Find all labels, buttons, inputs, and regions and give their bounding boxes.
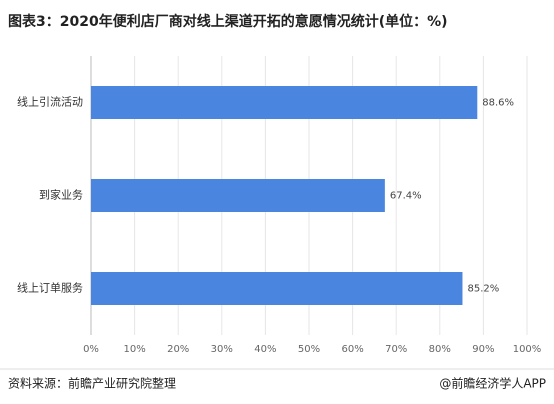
x-tick-label: 10% (123, 344, 145, 355)
bar (91, 272, 463, 305)
x-tick-label: 70% (385, 344, 407, 355)
x-tick-label: 40% (254, 344, 276, 355)
bar (91, 86, 478, 119)
x-tick-label: 90% (472, 344, 494, 355)
bar (91, 179, 385, 212)
value-label: 85.2% (467, 284, 499, 295)
source: 资料来源：前瞻产业研究院整理 (8, 376, 176, 391)
y-tick-label: 线上订单服务 (17, 281, 83, 295)
credit: @前瞻经济学人APP (439, 376, 546, 391)
x-tick-label: 0% (83, 344, 99, 355)
x-tick-label: 100% (513, 344, 542, 355)
value-label: 88.6% (482, 98, 514, 109)
y-tick-label: 到家业务 (39, 188, 83, 202)
y-tick-label: 线上引流活动 (17, 95, 83, 109)
x-tick-label: 20% (167, 344, 189, 355)
value-label: 67.4% (390, 191, 422, 202)
x-tick-label: 30% (211, 344, 233, 355)
x-tick-label: 80% (429, 344, 451, 355)
x-tick-label: 50% (298, 344, 320, 355)
x-tick-label: 60% (341, 344, 363, 355)
chart-title: 图表3：2020年便利店厂商对线上渠道开拓的意愿情况统计(单位：%) (8, 13, 448, 30)
